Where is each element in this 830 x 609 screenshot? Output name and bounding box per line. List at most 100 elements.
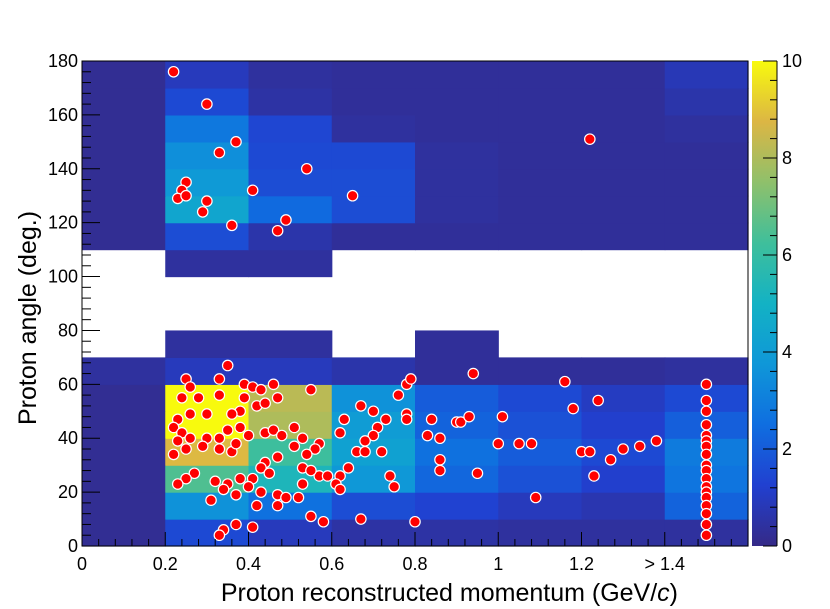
data-point	[367, 405, 380, 418]
data-point	[700, 529, 713, 542]
heatmap-cell	[664, 195, 749, 224]
data-point	[180, 472, 192, 485]
heatmap-cell	[82, 465, 166, 493]
heatmap-cell	[82, 195, 166, 224]
x-tick-label: 1	[493, 554, 503, 574]
heatmap-cell	[331, 222, 416, 251]
data-point	[700, 378, 713, 391]
y-tick-label: 0	[68, 536, 78, 556]
heatmap-cell	[331, 195, 416, 224]
data-point	[288, 421, 301, 434]
data-point	[375, 445, 388, 458]
heatmap-cell	[82, 384, 166, 412]
data-point	[213, 146, 226, 159]
heatmap-cell	[248, 114, 333, 143]
data-point	[167, 421, 180, 434]
heatmap-cell	[82, 438, 166, 466]
heatmap-cell	[248, 61, 333, 89]
heatmap-cell	[415, 357, 499, 385]
data-point	[400, 413, 413, 426]
data-point	[633, 440, 646, 453]
colorbar-tick-label: 2	[782, 439, 792, 459]
heatmap-cell	[331, 87, 416, 116]
heatmap-cell	[581, 357, 666, 385]
heatmap-cell	[581, 61, 666, 89]
data-point	[171, 478, 184, 490]
heatmap-cell	[165, 357, 250, 385]
heatmap-cell	[82, 411, 166, 439]
data-point	[271, 499, 284, 512]
data-point	[217, 483, 230, 496]
data-point	[255, 462, 267, 474]
data-point	[700, 507, 713, 520]
data-point	[192, 392, 205, 404]
colorbar-tick-label: 6	[782, 245, 792, 265]
y-axis-title: Proton angle (deg.)	[14, 211, 42, 425]
x-tick-label: 0	[77, 554, 87, 574]
heatmap-cell	[581, 168, 666, 197]
data-point	[242, 480, 255, 493]
y-tick-label: 40	[58, 428, 78, 448]
heatmap-cell	[415, 87, 499, 116]
colorbar-tick-label: 8	[782, 148, 792, 168]
data-point	[434, 432, 446, 445]
data-point	[359, 435, 371, 447]
heatmap-cell	[581, 492, 666, 520]
heatmap-cell	[415, 519, 499, 547]
heatmap-cell	[664, 141, 749, 170]
data-point	[425, 413, 438, 426]
data-point	[280, 491, 292, 504]
heatmap-cell	[82, 357, 166, 385]
heatmap-cell	[415, 384, 499, 412]
heatmap-cell	[415, 438, 499, 466]
data-point	[230, 489, 242, 501]
data-point	[221, 424, 234, 436]
data-point	[196, 440, 209, 453]
data-point	[492, 437, 505, 450]
data-point	[296, 478, 309, 490]
heatmap-cell	[82, 61, 166, 89]
heatmap-cell	[248, 141, 333, 170]
data-point	[496, 410, 509, 423]
data-point	[180, 189, 192, 202]
data-point	[288, 440, 301, 453]
data-point	[234, 472, 246, 485]
data-point	[271, 224, 284, 237]
heatmap-cell	[581, 195, 666, 224]
data-point	[559, 375, 571, 388]
data-point	[380, 413, 392, 426]
heatmap-cell	[82, 222, 166, 251]
heatmap-cell	[415, 330, 499, 358]
data-point	[700, 518, 713, 531]
heatmap-cell	[498, 438, 583, 466]
data-point	[529, 491, 542, 504]
heatmap-cell	[331, 141, 416, 170]
data-point	[201, 408, 213, 420]
data-point	[213, 443, 226, 455]
y-tick-label: 160	[48, 105, 78, 125]
heatmap-cell	[415, 141, 499, 170]
heatmap-cell	[664, 87, 749, 116]
data-point	[271, 392, 284, 404]
heatmap-cell	[248, 357, 333, 385]
data-point	[305, 383, 317, 396]
heatmap-cell	[581, 411, 666, 439]
y-tick-label: 140	[48, 159, 78, 179]
heatmap-cell	[415, 61, 499, 89]
heatmap-cell	[331, 438, 416, 466]
data-point	[342, 462, 355, 474]
heatmap-cells	[82, 61, 749, 547]
data-point	[230, 136, 242, 148]
data-point	[280, 214, 292, 226]
heatmap-cell	[248, 87, 333, 116]
colorbar-tick-label: 10	[782, 51, 802, 71]
heatmap-cell	[581, 222, 666, 251]
data-point	[525, 437, 538, 450]
x-tick-label: 0.2	[153, 554, 178, 574]
y-tick-label: 60	[58, 374, 78, 394]
y-tick-label: 180	[48, 51, 78, 71]
y-tick-label: 120	[48, 213, 78, 233]
heatmap-cell	[498, 61, 583, 89]
data-point	[230, 437, 242, 450]
data-point	[355, 513, 367, 525]
